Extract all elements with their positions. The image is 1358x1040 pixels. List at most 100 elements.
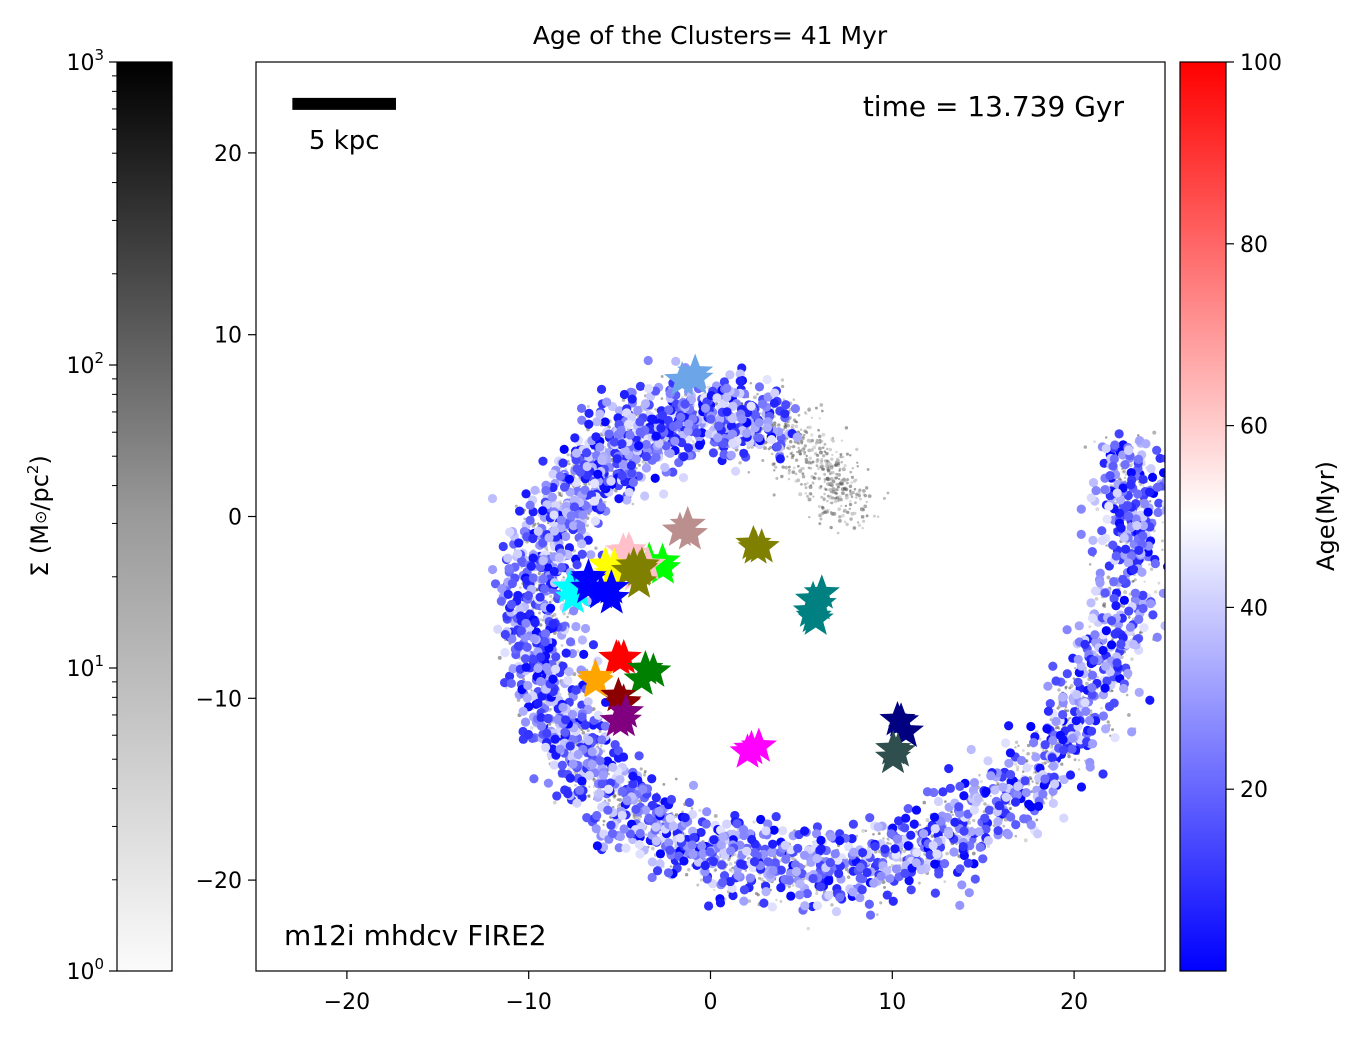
young-star-particle bbox=[576, 403, 587, 413]
gas-particle bbox=[1014, 740, 1019, 744]
young-star-particle bbox=[663, 868, 674, 878]
young-star-particle bbox=[571, 448, 582, 458]
gas-particle bbox=[1077, 768, 1081, 771]
young-star-particle bbox=[780, 409, 790, 419]
gas-particle bbox=[585, 523, 590, 528]
gas-particle bbox=[822, 498, 826, 502]
young-star-particle bbox=[1154, 498, 1164, 508]
gas-particle bbox=[807, 497, 812, 502]
gas-particle bbox=[815, 458, 820, 462]
young-star-particle bbox=[529, 634, 539, 644]
young-star-particle bbox=[530, 485, 540, 495]
gas-particle bbox=[820, 409, 824, 413]
gas-particle bbox=[794, 458, 799, 462]
young-star-particle bbox=[742, 846, 752, 856]
young-star-particle bbox=[831, 906, 842, 917]
young-star-particle bbox=[739, 896, 749, 906]
gas-particle bbox=[536, 522, 540, 526]
young-star-particle bbox=[778, 826, 788, 836]
gas-particle bbox=[825, 464, 830, 468]
gas-particle bbox=[828, 470, 832, 474]
young-star-particle bbox=[523, 680, 533, 691]
young-star-particle bbox=[911, 805, 922, 815]
gas-particle bbox=[872, 514, 876, 518]
gas-particle bbox=[1152, 430, 1157, 435]
gas-particle bbox=[841, 491, 845, 496]
young-star-particle bbox=[561, 715, 571, 725]
young-star-particle bbox=[1086, 726, 1097, 736]
gas-particle bbox=[796, 478, 801, 483]
young-star-particle bbox=[595, 442, 605, 452]
gas-particle bbox=[857, 490, 861, 495]
gas-particle bbox=[982, 810, 986, 814]
gas-particle bbox=[835, 472, 838, 476]
young-star-particle bbox=[930, 888, 940, 898]
young-star-particle bbox=[1119, 595, 1129, 605]
young-star-particle bbox=[533, 526, 543, 536]
gas-particle bbox=[861, 488, 866, 493]
gas-particle bbox=[1131, 617, 1135, 621]
young-star-particle bbox=[1067, 744, 1077, 754]
gas-particle bbox=[831, 470, 835, 475]
young-star-particle bbox=[1058, 745, 1069, 755]
gas-particle bbox=[744, 869, 748, 872]
gas-particle bbox=[882, 496, 886, 500]
young-star-particle bbox=[563, 675, 573, 686]
gas-particle bbox=[815, 891, 819, 896]
gas-particle bbox=[787, 444, 791, 448]
young-star-particle bbox=[540, 637, 550, 647]
young-star-particle bbox=[617, 786, 628, 796]
young-star-particle bbox=[747, 834, 757, 845]
gas-particle bbox=[824, 488, 828, 491]
young-star-particle bbox=[618, 752, 629, 762]
gas-particle bbox=[835, 457, 840, 461]
young-star-particle bbox=[1013, 781, 1023, 791]
gas-particle bbox=[844, 867, 849, 872]
young-star-particle bbox=[970, 874, 980, 884]
gas-particle bbox=[849, 454, 852, 457]
gas-particle bbox=[607, 798, 612, 803]
young-star-particle bbox=[1110, 440, 1120, 450]
gas-particle bbox=[856, 521, 860, 524]
gas-particle bbox=[863, 504, 868, 509]
young-star-particles bbox=[487, 355, 1165, 920]
young-star-particle bbox=[1028, 738, 1039, 748]
young-star-particle bbox=[582, 461, 592, 472]
young-star-particle bbox=[1016, 755, 1027, 766]
gas-particle bbox=[808, 456, 813, 461]
young-star-particle bbox=[1059, 813, 1069, 823]
young-star-particle bbox=[893, 816, 904, 826]
gas-particle bbox=[794, 424, 799, 429]
gas-particle bbox=[930, 834, 935, 838]
young-star-particle bbox=[1073, 677, 1083, 687]
young-star-particle bbox=[933, 796, 944, 807]
gas-particle bbox=[849, 492, 853, 496]
young-star-particle bbox=[1011, 820, 1021, 830]
gas-particle bbox=[1172, 503, 1176, 507]
gas-particle bbox=[1021, 748, 1025, 752]
gas-particle bbox=[658, 831, 663, 836]
young-star-particle bbox=[556, 515, 566, 525]
gas-particle bbox=[1002, 824, 1006, 828]
young-star-particle bbox=[959, 826, 969, 836]
young-star-particle bbox=[540, 584, 550, 594]
young-star-particle bbox=[610, 740, 620, 750]
gas-particle bbox=[803, 452, 806, 456]
gas-particle bbox=[867, 494, 872, 498]
young-star-particle bbox=[761, 887, 771, 897]
young-star-particle bbox=[928, 840, 938, 851]
young-star-particle bbox=[617, 439, 627, 449]
young-star-particle bbox=[717, 877, 728, 888]
gas-particle bbox=[818, 522, 822, 526]
gas-particle bbox=[548, 600, 552, 604]
gas-particle bbox=[822, 510, 826, 513]
gas-particle bbox=[918, 823, 922, 827]
gas-particle bbox=[792, 466, 796, 470]
gas-particle bbox=[761, 459, 765, 463]
gas-particle bbox=[829, 465, 834, 470]
young-star-particle bbox=[1139, 623, 1149, 633]
gas-particle bbox=[618, 797, 623, 802]
young-star-particle bbox=[500, 648, 510, 658]
young-star-particle bbox=[792, 432, 802, 442]
